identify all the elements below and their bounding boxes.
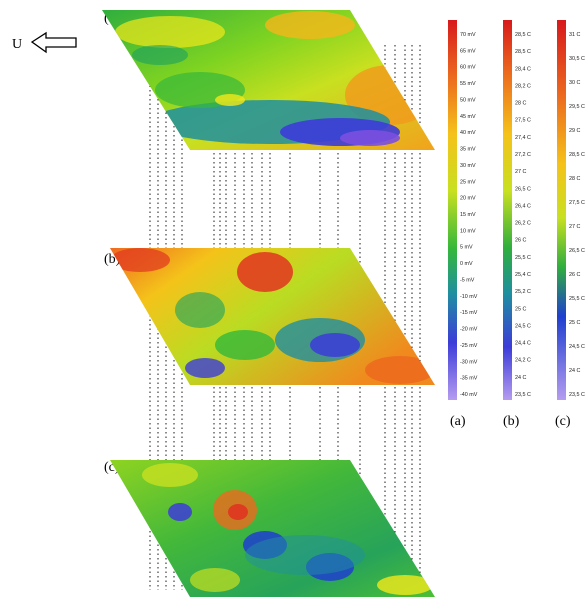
legend-tick-b-1: 28,5 C [515,49,531,55]
legend-tick-a-15: -5 mV [460,277,475,283]
legend-tick-c-11: 25,5 C [569,296,585,302]
contour-map-c [110,460,435,597]
legend-tick-b-5: 27,5 C [515,118,531,124]
legend-bar-c [557,20,566,400]
legend-tick-a-13: 5 mV [460,245,473,251]
legend-tick-a-11: 15 mV [460,212,476,218]
legend-tick-b-8: 27 C [515,169,526,175]
legend-tick-c-8: 27 C [569,224,580,230]
legend-tick-a-1: 65 mV [460,48,476,54]
legend-tick-b-10: 26,4 C [515,203,531,209]
legend-tick-a-14: 0 mV [460,261,473,267]
legend-caption-c: (c) [555,414,571,429]
legend-tick-a-8: 30 mV [460,163,476,169]
legend-tick-c-10: 26 C [569,272,580,278]
legend-tick-b-15: 25,2 C [515,289,531,295]
legend-tick-c-7: 27,5 C [569,200,585,206]
legend-tick-c-0: 31 C [569,32,580,38]
legend-tick-c-2: 30 C [569,80,580,86]
legend-tick-b-2: 28,4 C [515,66,531,72]
legend-tick-b-11: 26,2 C [515,221,531,227]
legend-tick-b-14: 25,4 C [515,272,531,278]
legend-tick-a-2: 60 mV [460,65,476,71]
legend-tick-c-9: 26,5 C [569,248,585,254]
legend-tick-a-12: 10 mV [460,228,476,234]
legend-tick-b-7: 27,2 C [515,152,531,158]
flow-label: U [12,37,22,52]
legend-tick-c-14: 24 C [569,368,580,374]
legend-tick-b-3: 28,2 C [515,83,531,89]
legend-tick-a-19: -25 mV [460,343,478,349]
contour-map-a [102,10,435,150]
legend-caption-a: (a) [450,414,466,429]
legend-tick-b-0: 28,5 C [515,32,531,38]
legend-tick-b-13: 25,5 C [515,255,531,261]
contour-map-b [110,248,435,385]
legend-tick-b-9: 26,5 C [515,186,531,192]
legend-tick-a-0: 70 mV [460,32,476,38]
legend-tick-b-19: 24,2 C [515,358,531,364]
legend-bar-b [503,20,512,400]
legend-tick-b-17: 24,5 C [515,323,531,329]
legend-tick-a-9: 25 mV [460,179,476,185]
legend-tick-a-5: 45 mV [460,114,476,120]
legend-tick-b-16: 25 C [515,306,526,312]
legend-tick-c-1: 30,5 C [569,56,585,62]
legend-tick-b-20: 24 C [515,375,526,381]
legend-tick-c-4: 29 C [569,128,580,134]
legend-tick-c-12: 25 C [569,320,580,326]
legend-tick-a-17: -15 mV [460,310,478,316]
legend-tick-a-20: -30 mV [460,359,478,365]
legend-caption-b: (b) [503,414,520,429]
left-arrow-icon [30,31,77,54]
legend-tick-c-6: 28 C [569,176,580,182]
legend-tick-a-18: -20 mV [460,327,478,333]
legend-tick-c-13: 24,5 C [569,344,585,350]
legend-tick-b-12: 26 C [515,238,526,244]
legend-tick-c-15: 23,5 C [569,392,585,398]
legend-tick-a-10: 20 mV [460,196,476,202]
legend-tick-a-3: 55 mV [460,81,476,87]
legend-tick-b-4: 28 C [515,101,526,107]
legend-tick-a-16: -10 mV [460,294,478,300]
legend-tick-a-7: 35 mV [460,147,476,153]
legend-tick-b-21: 23,5 C [515,392,531,398]
legend-ticks: 70 mV 65 mV 60 mV 55 mV 50 mV 45 mV 40 mV 35 mV… [460,32,585,398]
legend-bar-a [448,20,457,400]
legend-tick-c-5: 28,5 C [569,152,585,158]
legend-tick-a-6: 40 mV [460,130,476,136]
legend-tick-a-22: -40 mV [460,392,478,398]
legend-tick-c-3: 29,5 C [569,104,585,110]
legend-tick-b-18: 24,4 C [515,341,531,347]
legend-tick-a-4: 50 mV [460,97,476,103]
legend-tick-a-21: -35 mV [460,376,478,382]
legend-tick-b-6: 27,4 C [515,135,531,141]
